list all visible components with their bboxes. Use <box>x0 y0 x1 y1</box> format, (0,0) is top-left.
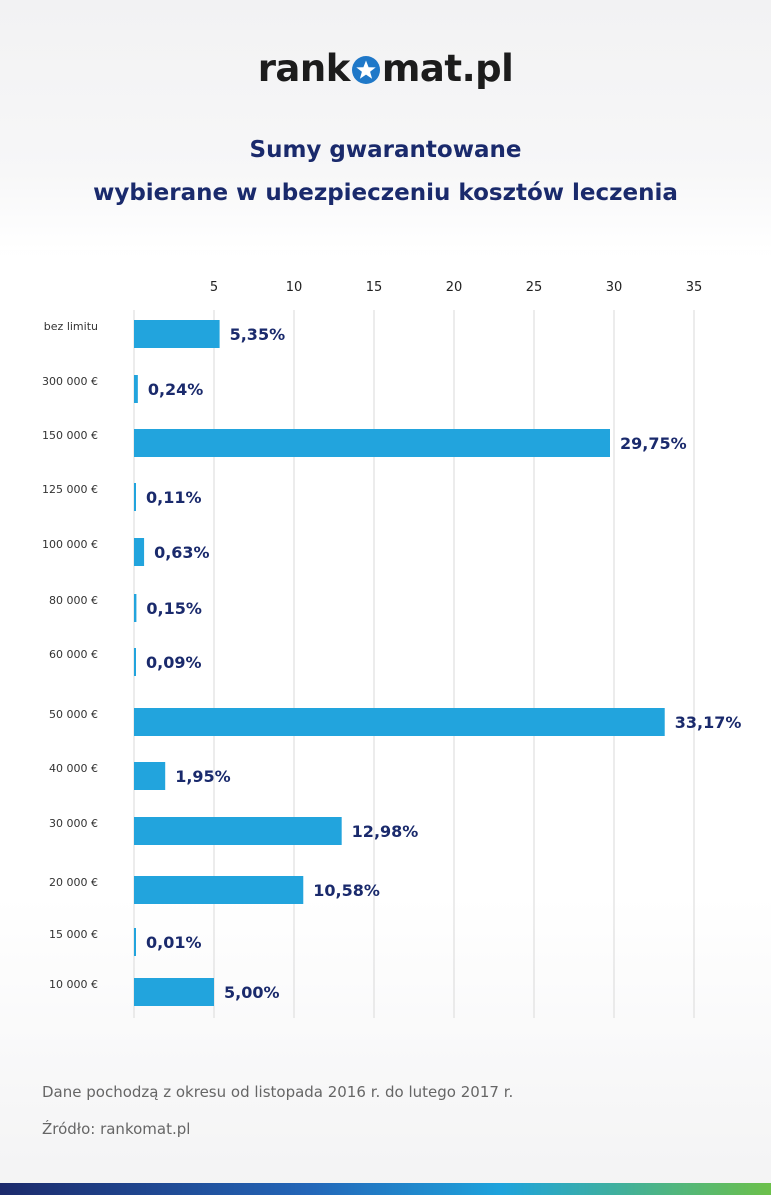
chart-title-line-2: wybierane w ubezpieczeniu kosztów leczen… <box>93 180 678 206</box>
grid-lines <box>133 310 695 1018</box>
bar <box>134 762 166 790</box>
category-label: 125 000 € <box>42 483 98 496</box>
title-band <box>0 0 771 250</box>
x-tick-label: 5 <box>210 280 218 295</box>
source-note: Źródło: rankomat.pl <box>42 1120 191 1138</box>
bar <box>134 978 214 1006</box>
data-period-note: Dane pochodzą z okresu od listopada 2016… <box>42 1083 514 1101</box>
category-label: bez limitu <box>44 320 98 333</box>
x-tick-label: 35 <box>686 280 703 295</box>
rankomat-logo: rank mat.pl <box>0 44 771 94</box>
category-label: 30 000 € <box>49 817 98 830</box>
bars: bez limitu 5,35% 300 000 € 0,24% 150 000 € 29… <box>42 320 741 1006</box>
bar-value-label: 0,63% <box>154 543 210 562</box>
bar <box>134 594 137 622</box>
bar-value-label: 0,15% <box>146 599 202 618</box>
bar-value-label: 29,75% <box>620 434 687 453</box>
bar <box>134 483 136 511</box>
bar-value-label: 0,24% <box>148 380 204 399</box>
bar <box>134 708 665 736</box>
bar-value-label: 0,09% <box>146 653 202 672</box>
bar <box>134 429 610 457</box>
category-label: 100 000 € <box>42 538 98 551</box>
x-tick-label: 10 <box>286 280 303 295</box>
x-tick-label: 15 <box>366 280 383 295</box>
bar-value-label: 33,17% <box>675 713 742 732</box>
bar-value-label: 0,11% <box>146 488 202 507</box>
category-label: 150 000 € <box>42 429 98 442</box>
bar <box>134 648 136 676</box>
bar-value-label: 1,95% <box>175 767 231 786</box>
bar <box>134 817 342 845</box>
category-label: 40 000 € <box>49 762 98 775</box>
x-tick-label: 30 <box>606 280 623 295</box>
bar <box>134 538 145 566</box>
bar <box>134 876 304 904</box>
bar-value-label: 0,01% <box>146 933 202 952</box>
logo-text-start: rank <box>257 47 351 90</box>
x-axis-ticks: 5 10 15 20 25 30 35 <box>210 280 702 295</box>
category-label: 20 000 € <box>49 876 98 889</box>
bar-value-label: 12,98% <box>352 822 419 841</box>
category-label: 10 000 € <box>49 978 98 991</box>
bar-value-label: 10,58% <box>313 881 380 900</box>
bar-value-label: 5,35% <box>230 325 286 344</box>
bar <box>134 320 220 348</box>
x-tick-label: 25 <box>526 280 543 295</box>
bar <box>134 928 136 956</box>
bar-value-label: 5,00% <box>224 983 280 1002</box>
chart-title-line-1: Sumy gwarantowane <box>249 137 522 163</box>
x-tick-label: 20 <box>446 280 463 295</box>
bar <box>134 375 138 403</box>
bar-chart: 5 10 15 20 25 30 35 bez limitu 5,35% 300 000 € 0,… <box>42 280 741 1018</box>
star-icon <box>351 56 380 84</box>
bottom-color-bar <box>0 1183 771 1195</box>
category-label: 50 000 € <box>49 708 98 721</box>
category-label: 80 000 € <box>49 594 98 607</box>
category-label: 15 000 € <box>49 928 98 941</box>
category-label: 300 000 € <box>42 375 98 388</box>
category-label: 60 000 € <box>49 648 98 661</box>
logo-text-end: mat.pl <box>381 47 514 90</box>
